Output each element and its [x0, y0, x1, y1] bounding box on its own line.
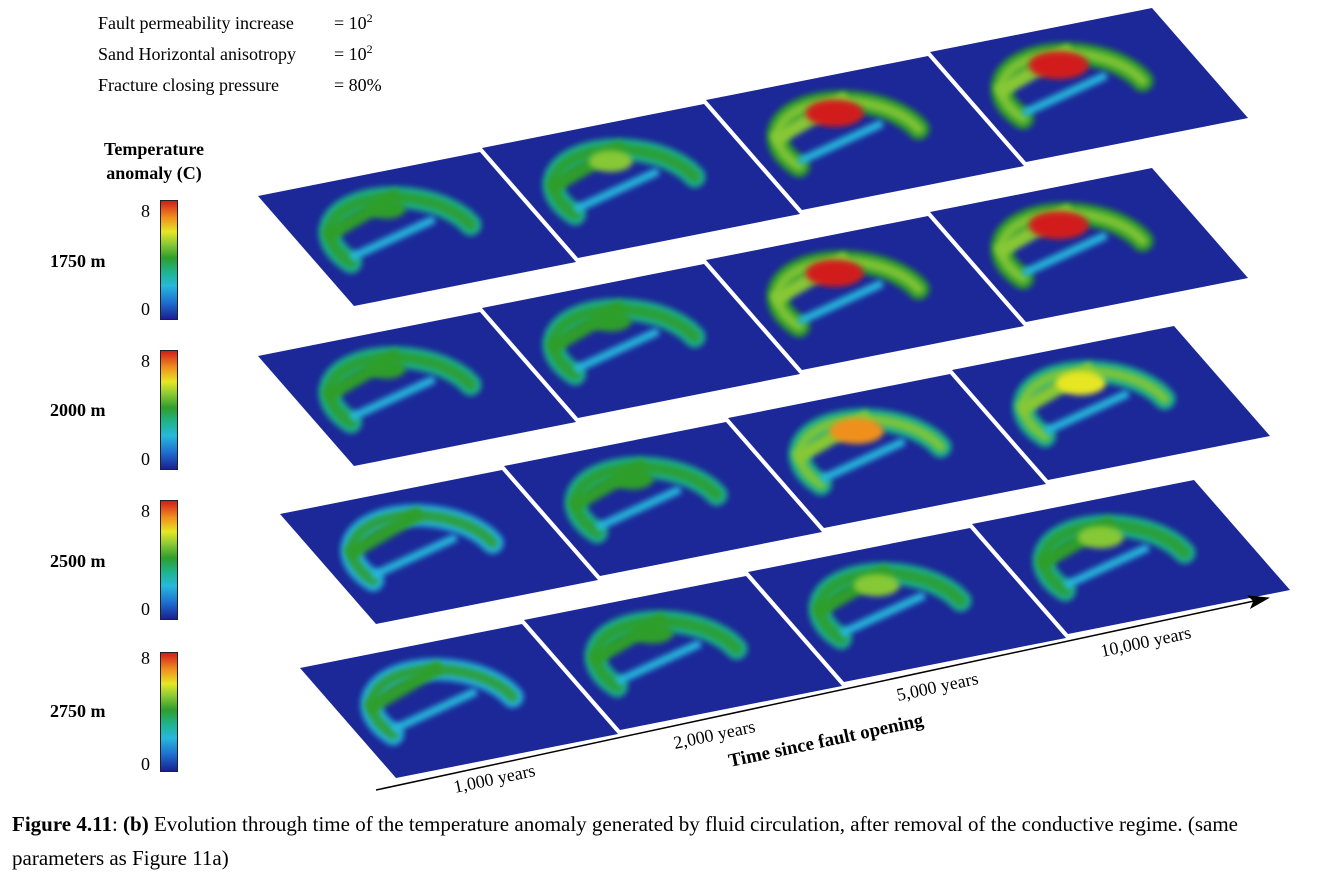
parameter-label: Fracture closing pressure [98, 75, 279, 95]
depth-label: 1750 m [50, 251, 106, 271]
figure-caption: Figure 4.11: (b) Evolution through time … [12, 807, 1322, 872]
depth-label: 2500 m [50, 551, 106, 571]
time-label: 10,000 years [1099, 622, 1193, 661]
colorbar-min-tick: 0 [141, 449, 150, 469]
parameter-label: Fault permeability increase [98, 13, 294, 33]
parameter-row: Fracture closing pressure = 80% [98, 70, 382, 101]
surface-panel [952, 326, 1270, 480]
surface-panel [482, 104, 800, 258]
parameter-value: = 80% [334, 75, 382, 95]
parameter-row: Sand Horizontal anisotropy = 102 [98, 39, 382, 70]
colorbar-min-tick: 0 [141, 299, 150, 319]
colorbar [160, 200, 178, 320]
time-axis-arrow [375, 595, 1270, 791]
parameter-value: = 102 [334, 11, 373, 33]
surface-panel [706, 216, 1024, 370]
surface-panel [504, 422, 822, 576]
surface-panel [300, 624, 618, 778]
colorbar [160, 652, 178, 772]
colorbar-max-tick: 8 [141, 648, 150, 668]
legend-title-line: anomaly (C) [106, 163, 202, 183]
caption-part: (b) [123, 812, 149, 836]
surface-panel [930, 168, 1248, 322]
surface-panel [930, 8, 1248, 162]
surface-panel [728, 374, 1046, 528]
surface-panel [706, 56, 1024, 210]
parameter-list: Fault permeability increase = 102 Sand H… [98, 8, 382, 101]
depth-label: 2000 m [50, 400, 106, 420]
time-label: 5,000 years [895, 668, 980, 705]
legend-title: Temperature anomaly (C) [96, 137, 212, 185]
depth-label: 2750 m [50, 701, 106, 721]
caption-figure-number: Figure 4.11 [12, 812, 112, 836]
colorbar [160, 350, 178, 470]
surface-panel [482, 264, 800, 418]
colorbar-max-tick: 8 [141, 201, 150, 221]
parameter-row: Fault permeability increase = 102 [98, 8, 382, 39]
surface-panel [748, 528, 1066, 682]
colorbar-min-tick: 0 [141, 754, 150, 774]
parameter-label: Sand Horizontal anisotropy [98, 44, 296, 64]
surface-panel [524, 576, 842, 730]
caption-separator: : [111, 812, 124, 836]
colorbar-max-tick: 8 [141, 351, 150, 371]
colorbar-min-tick: 0 [141, 599, 150, 619]
time-label: 1,000 years [452, 760, 537, 797]
legend-title-line: Temperature [104, 139, 204, 159]
parameter-value: = 102 [334, 42, 373, 64]
surface-panel [258, 312, 576, 466]
surface-panel [258, 152, 576, 306]
panels-layer [258, 8, 1290, 778]
surface-panel [972, 480, 1290, 634]
colorbar [160, 500, 178, 620]
surface-panel [280, 470, 598, 624]
caption-text: Evolution through time of the temperatur… [12, 812, 1238, 870]
temperature-surface-panels: 1,000 years 2,000 years 5,000 years 10,0… [258, 8, 1290, 797]
time-axis-title: Time since fault opening [727, 710, 926, 772]
colorbar-max-tick: 8 [141, 501, 150, 521]
